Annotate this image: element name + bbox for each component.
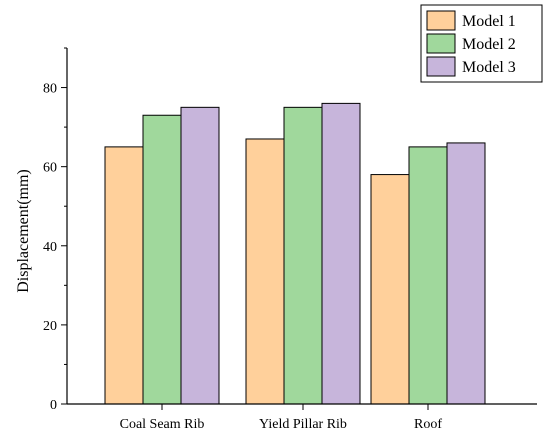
legend-label: Model 1	[462, 13, 516, 30]
legend-swatch	[426, 33, 456, 54]
bar-model-2-roof	[408, 146, 448, 405]
bar-model-3-yield-pillar-rib	[321, 102, 361, 405]
legend: Model 1 Model 2 Model 3	[420, 4, 543, 83]
x-tick-label: Yield Pillar Rib	[259, 417, 347, 432]
bar-model-1-coal-seam-rib	[104, 146, 144, 405]
legend-label: Model 2	[462, 36, 516, 53]
y-tick-label: 0	[50, 398, 57, 413]
bar-model-2-yield-pillar-rib	[283, 106, 323, 405]
x-axis: Coal Seam Rib Yield Pillar Rib Roof	[67, 403, 537, 432]
legend-swatch	[426, 56, 456, 77]
bar-model-2-coal-seam-rib	[142, 114, 182, 405]
y-axis-label: Displacement(mm)	[15, 169, 32, 293]
legend-swatch	[426, 10, 456, 31]
x-tick-label: Coal Seam Rib	[120, 417, 205, 432]
x-tick-label: Roof	[414, 417, 442, 432]
legend-label: Model 3	[462, 59, 516, 76]
y-tick-label: 40	[43, 240, 57, 255]
y-tick-label: 80	[43, 82, 57, 97]
bar-model-3-coal-seam-rib	[180, 106, 220, 405]
y-tick-label: 20	[43, 319, 57, 334]
bar-model-3-roof	[446, 142, 486, 405]
plot-area	[104, 102, 486, 405]
y-axis: 0 20 40 60 80	[43, 47, 68, 413]
bar-model-1-yield-pillar-rib	[245, 138, 285, 405]
y-tick-label: 60	[43, 161, 57, 176]
bar-model-1-roof	[370, 174, 410, 405]
